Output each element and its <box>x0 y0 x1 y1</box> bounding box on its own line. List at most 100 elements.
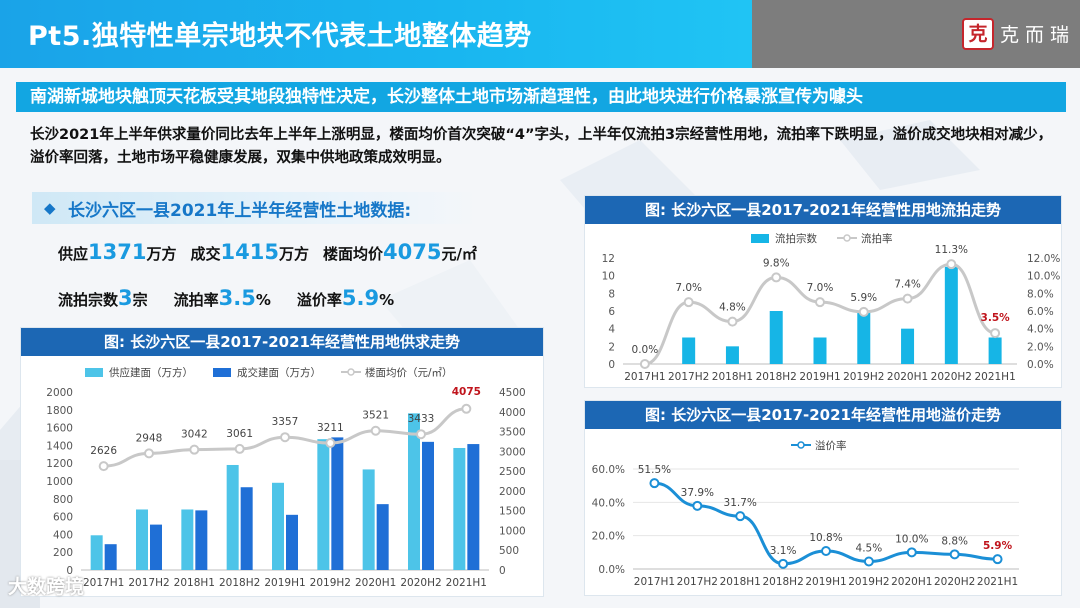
data-label: 10.0% <box>895 533 928 545</box>
price-unit: 元/㎡ <box>441 245 477 263</box>
data-point <box>189 444 200 455</box>
x-axis-tick: 2021H1 <box>974 371 1015 383</box>
x-axis-tick: 2017H1 <box>624 371 665 383</box>
y-axis-right-tick: 1000 <box>499 525 526 537</box>
data-label: 3061 <box>226 428 253 440</box>
x-axis-tick: 2020H1 <box>891 576 932 588</box>
data-label: 2948 <box>136 432 163 444</box>
y-axis-left-tick: 4 <box>608 324 615 336</box>
price-value: 4075 <box>382 240 442 264</box>
premium-rate-chart: 0.0%20.0%40.0%60.0%2017H1 2017H2 2018H1 201… <box>592 439 1019 588</box>
y-axis-left-tick: 12 <box>602 253 615 265</box>
x-axis-tick: 2020H2 <box>931 371 972 383</box>
x-axis-tick: 2020H1 <box>355 577 396 589</box>
data-point <box>234 443 245 454</box>
legend-label: 流拍率 <box>861 232 893 245</box>
bar <box>362 469 375 570</box>
legend-label: 成交建面（万方） <box>237 366 321 379</box>
x-axis-tick: 2019H2 <box>310 577 351 589</box>
data-point <box>325 437 336 448</box>
bar <box>272 482 284 570</box>
deal-unit: 万方 <box>278 245 309 263</box>
data-label: 3357 <box>272 416 299 428</box>
data-point <box>416 429 426 440</box>
data-point <box>863 556 874 567</box>
y-axis-left-tick: 2000 <box>46 387 73 399</box>
headline-banner: 南湖新城地块触顶天花板受其地段独特性决定，长沙整体土地市场渐趋理性，由此地块进行… <box>16 82 1066 112</box>
data-point <box>858 306 869 317</box>
x-axis-tick: 2017H2 <box>677 576 718 588</box>
data-label: 3211 <box>317 422 344 434</box>
data-point <box>771 272 782 283</box>
data-label: 37.9% <box>681 487 714 499</box>
data-point <box>144 448 154 459</box>
legend-swatch <box>751 234 769 243</box>
section-heading-text: 长沙六区一县2021年上半年经营性土地数据: <box>68 201 412 221</box>
bar <box>286 514 298 570</box>
watermark-text: 大数跨境 <box>8 576 85 598</box>
bar <box>136 509 148 570</box>
y-axis-right-tick: 3000 <box>499 446 526 458</box>
x-axis-tick: 2019H1 <box>805 576 846 588</box>
data-label: 31.7% <box>724 497 757 509</box>
deal-label: 成交 <box>190 245 221 263</box>
x-axis-tick: 2021H1 <box>446 577 487 589</box>
y-axis-right-tick: 1500 <box>499 506 526 518</box>
data-label: 3.5% <box>981 312 1011 324</box>
data-point <box>902 293 913 304</box>
supply-value: 1371 <box>88 240 147 264</box>
data-label: 4.8% <box>719 302 746 314</box>
bar <box>857 311 871 364</box>
page-title: Pt5.独特性单宗地块不代表土地整体趋势 <box>28 21 532 52</box>
brand-name: 克而瑞 <box>1000 24 1076 46</box>
x-axis-tick: 2017H2 <box>128 577 169 589</box>
legend-swatch <box>213 368 231 377</box>
supply-demand-chart-panel: 图: 长沙六区一县2017-2021年经营性用地供求走势 0 200 400 600 8… <box>20 327 544 597</box>
fail-count-value: 3 <box>118 286 133 310</box>
data-label: 51.5% <box>638 464 671 476</box>
y-axis-left-tick: 200 <box>53 547 73 559</box>
fail-count-unit: 宗 <box>132 291 148 309</box>
y-axis-right-tick: 6.0% <box>1027 306 1054 318</box>
data-label: 0.0% <box>632 344 659 356</box>
y-axis-right-tick: 2.0% <box>1027 341 1054 353</box>
data-point <box>639 359 650 369</box>
fail-rate-unit: % <box>255 291 271 309</box>
data-point <box>727 316 738 327</box>
y-axis-left-tick: 600 <box>53 512 73 524</box>
y-axis-right-tick: 0 <box>499 565 506 577</box>
data-point <box>821 546 831 556</box>
legend-label: 溢价率 <box>815 439 847 452</box>
y-axis-left-tick: 1200 <box>46 458 73 470</box>
data-label: 7.4% <box>894 279 921 291</box>
data-label: 3433 <box>408 413 435 425</box>
bar <box>226 464 239 570</box>
y-axis-right-tick: 3500 <box>499 427 526 439</box>
legend-swatch <box>843 234 851 242</box>
data-point <box>990 328 1001 339</box>
supply-demand-chart-title: 图: 长沙六区一县2017-2021年经营性用地供求走势 <box>21 328 543 356</box>
bar <box>944 266 958 364</box>
data-point <box>98 461 109 472</box>
data-label: 11.3% <box>935 244 968 256</box>
x-axis-tick: 2017H1 <box>83 577 124 589</box>
x-axis-tick: 2019H2 <box>848 576 889 588</box>
bar <box>988 337 1002 364</box>
x-axis-tick: 2018H2 <box>219 577 260 589</box>
stats-block: 供应 1371 万方 成交 1415 万方 楼面均价 4075 元/㎡ 流拍宗数… <box>58 240 477 332</box>
y-axis-left-tick: 1000 <box>46 476 73 488</box>
bar <box>240 487 253 570</box>
x-axis-tick: 2020H2 <box>400 577 441 589</box>
x-axis-tick: 2018H2 <box>762 576 803 588</box>
legend-swatch <box>85 368 103 377</box>
data-label: 3521 <box>362 410 389 422</box>
bar <box>331 437 344 570</box>
y-axis-right-tick: 2500 <box>499 466 526 478</box>
bar <box>181 509 194 570</box>
bar <box>725 346 739 364</box>
stats-row-2: 流拍宗数 3 宗 流拍率 3.5 % 溢价率 5.9 % <box>58 286 477 332</box>
legend-swatch <box>347 368 355 376</box>
bar <box>453 447 466 570</box>
data-point <box>992 554 1003 565</box>
legend-label: 楼面均价（元/㎡） <box>365 366 453 379</box>
